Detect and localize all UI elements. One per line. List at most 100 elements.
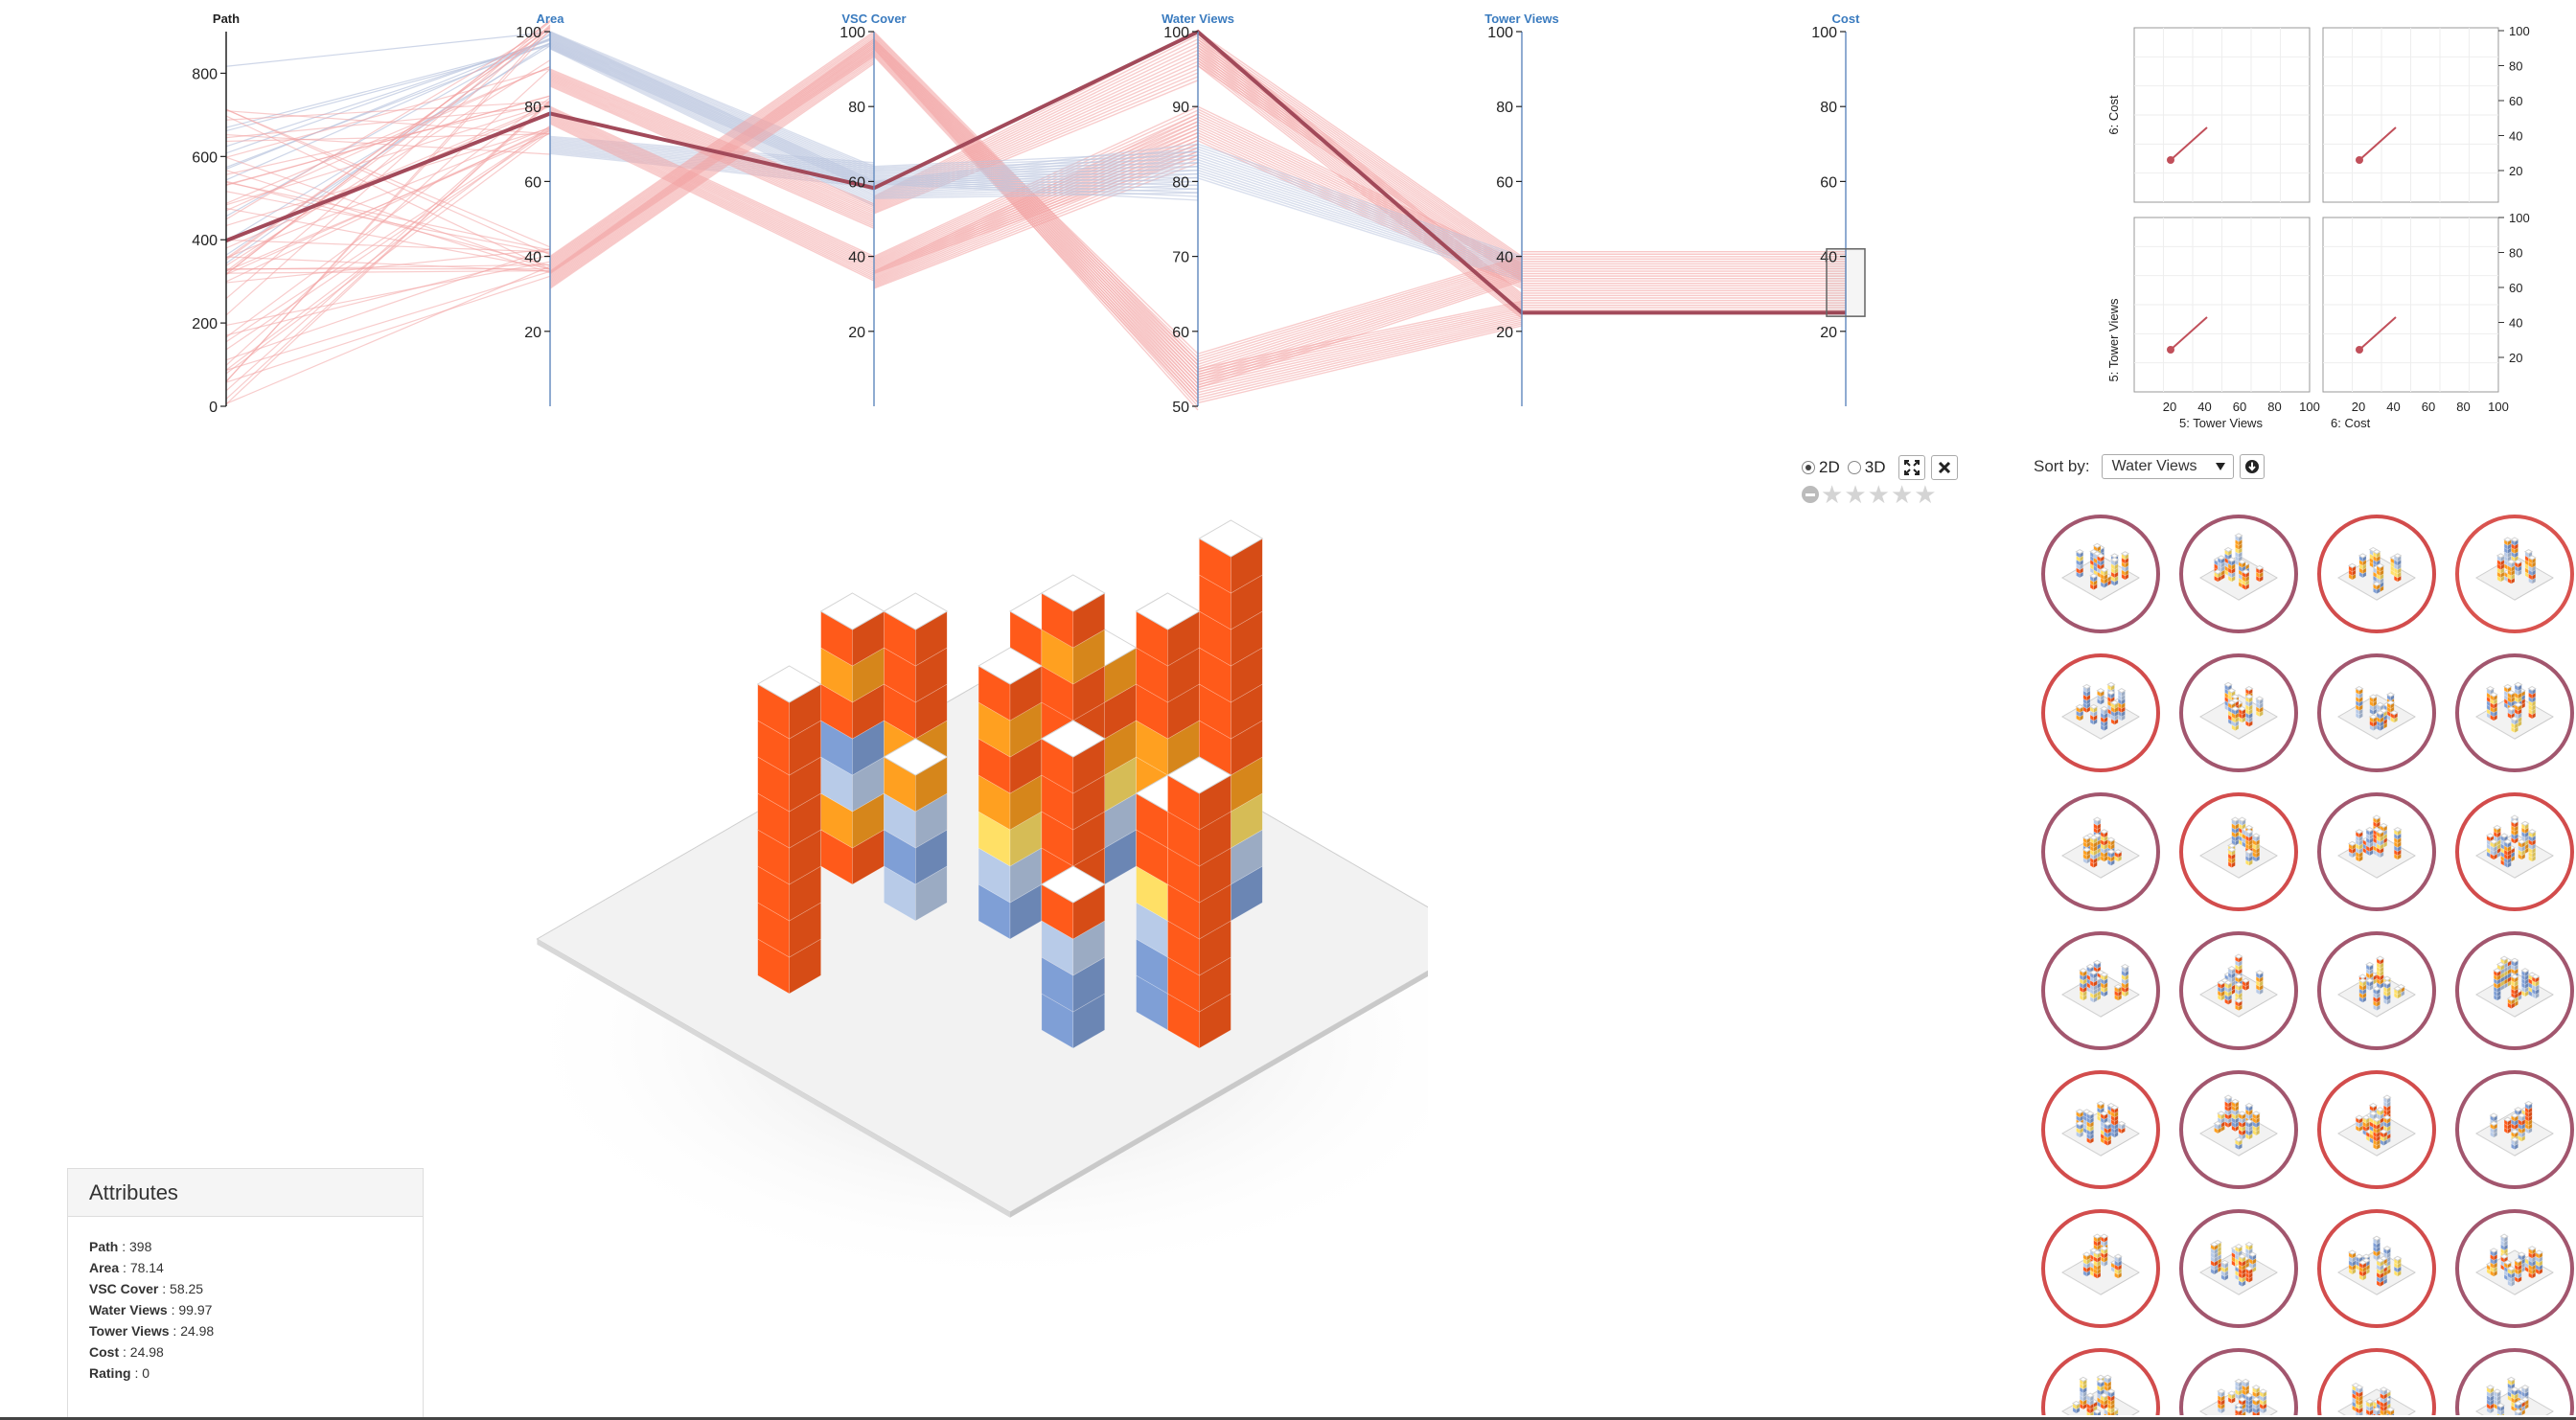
- col-label: 5: Tower Views: [2179, 416, 2263, 430]
- design-thumbnail[interactable]: [2317, 1070, 2436, 1189]
- design-thumbnail[interactable]: [2317, 653, 2436, 772]
- polyline: [549, 40, 875, 274]
- tower-top: [2389, 710, 2399, 716]
- design-thumbnail[interactable]: [2179, 515, 2298, 633]
- tower-top: [2527, 685, 2537, 692]
- polyline: [873, 125, 1199, 276]
- star-icon[interactable]: ★: [1890, 480, 1914, 509]
- tower-top: [2376, 710, 2385, 716]
- tower-face: [2496, 1412, 2501, 1415]
- sort-select[interactable]: Water Views: [2101, 454, 2234, 479]
- design-thumbnail[interactable]: [2455, 931, 2574, 1050]
- expand-button[interactable]: [1898, 455, 1926, 480]
- design-thumbnail[interactable]: [2179, 931, 2298, 1050]
- tower-top: [2385, 699, 2396, 705]
- regression-line: [2170, 126, 2208, 161]
- tower-top: [2227, 688, 2237, 694]
- mode-2d-radio[interactable]: [1802, 461, 1815, 474]
- scatter-cell: [2133, 27, 2311, 203]
- highlighted-polyline: [225, 29, 1846, 315]
- polyline: [225, 269, 551, 274]
- tower-top: [2106, 849, 2116, 855]
- tower-top: [2244, 1266, 2254, 1271]
- design-thumbnail[interactable]: [2455, 1070, 2574, 1189]
- star-icon[interactable]: ★: [1821, 480, 1844, 509]
- design-thumbnail[interactable]: [2041, 1209, 2160, 1328]
- base-edge: [2062, 578, 2101, 601]
- tick-label: 20: [524, 325, 541, 341]
- design-thumbnail[interactable]: [2179, 1348, 2298, 1415]
- parallel-coordinates-chart[interactable]: 0200400600800Path20406080100Area20406080…: [0, 0, 1917, 422]
- design-thumbnail[interactable]: [2455, 792, 2574, 911]
- design-thumbnail[interactable]: [2041, 1070, 2160, 1189]
- tower-top: [2503, 537, 2513, 542]
- design-thumbnail[interactable]: [2179, 653, 2298, 772]
- regression-line: [2358, 126, 2397, 161]
- polyline: [873, 184, 1199, 197]
- polyline: [873, 48, 1199, 411]
- design-thumbnail[interactable]: [2317, 931, 2436, 1050]
- tower-top: [2117, 688, 2127, 694]
- tower-top: [2100, 1233, 2109, 1239]
- polyline: [225, 275, 551, 383]
- design-thumbnail[interactable]: [2041, 1348, 2160, 1415]
- tick-label: 100: [2488, 400, 2509, 414]
- design-thumbnail[interactable]: [2455, 515, 2574, 633]
- building-3d-viewer[interactable]: [422, 460, 1428, 1322]
- design-thumbnail[interactable]: [2179, 792, 2298, 911]
- rating-control[interactable]: ★ ★ ★ ★ ★: [1802, 480, 1958, 509]
- scatter-cell: [2322, 27, 2499, 203]
- mode-3d-radio[interactable]: [1847, 461, 1861, 474]
- tower-top: [2517, 1251, 2526, 1257]
- tower-top: [2223, 546, 2233, 553]
- attribute-row: Rating : 0: [89, 1363, 423, 1384]
- star-icon[interactable]: ★: [1867, 480, 1890, 509]
- tower-top: [2241, 569, 2250, 575]
- close-button[interactable]: [1931, 455, 1959, 480]
- polyline: [1197, 306, 1523, 378]
- design-thumbnail[interactable]: [2179, 1209, 2298, 1328]
- sort-label: Sort by:: [2034, 457, 2090, 475]
- design-thumbnail[interactable]: [2317, 1348, 2436, 1415]
- polyline: [873, 143, 1199, 183]
- tower-top: [978, 647, 1043, 685]
- design-thumbnail[interactable]: [2041, 515, 2160, 633]
- clear-rating-icon[interactable]: [1802, 486, 1819, 503]
- star-icon[interactable]: ★: [1844, 480, 1867, 509]
- tower-top: [2244, 685, 2254, 692]
- tower-top: [2234, 997, 2243, 1003]
- polyline: [1197, 113, 1523, 270]
- base-edge: [2476, 717, 2515, 740]
- sort-direction-button[interactable]: [2239, 454, 2265, 479]
- attribute-value: 58.25: [170, 1281, 204, 1296]
- design-thumbnail[interactable]: [2041, 792, 2160, 911]
- design-thumbnail[interactable]: [2455, 1348, 2574, 1415]
- base-edge: [2515, 1134, 2553, 1157]
- tower-top: [2379, 822, 2388, 829]
- tower-top: [2100, 566, 2109, 573]
- base-edge: [2338, 578, 2377, 601]
- design-thumbnail[interactable]: [2041, 653, 2160, 772]
- tower-top: [2496, 553, 2506, 559]
- tower-top: [2103, 1374, 2112, 1380]
- polyline: [549, 33, 875, 259]
- thumbnail-image: [2061, 542, 2140, 601]
- polyline: [1197, 116, 1523, 272]
- design-thumbnail[interactable]: [2179, 1070, 2298, 1189]
- polyline: [1197, 172, 1523, 278]
- tick-label: 80: [1172, 174, 1189, 191]
- design-gallery[interactable]: [2041, 515, 2576, 1415]
- tick-label: 100: [2509, 24, 2530, 38]
- design-thumbnail[interactable]: [2317, 515, 2436, 633]
- design-thumbnail[interactable]: [2455, 653, 2574, 772]
- design-thumbnail[interactable]: [2455, 1209, 2574, 1328]
- design-thumbnail[interactable]: [2041, 931, 2160, 1050]
- tower-top: [2082, 847, 2092, 853]
- design-thumbnail[interactable]: [2317, 1209, 2436, 1328]
- tower-top: [2220, 1259, 2230, 1266]
- polyline: [225, 31, 551, 67]
- star-icon[interactable]: ★: [1914, 480, 1937, 509]
- design-thumbnail[interactable]: [2317, 792, 2436, 911]
- tower-top: [2223, 1094, 2233, 1100]
- tower-top: [2238, 705, 2247, 712]
